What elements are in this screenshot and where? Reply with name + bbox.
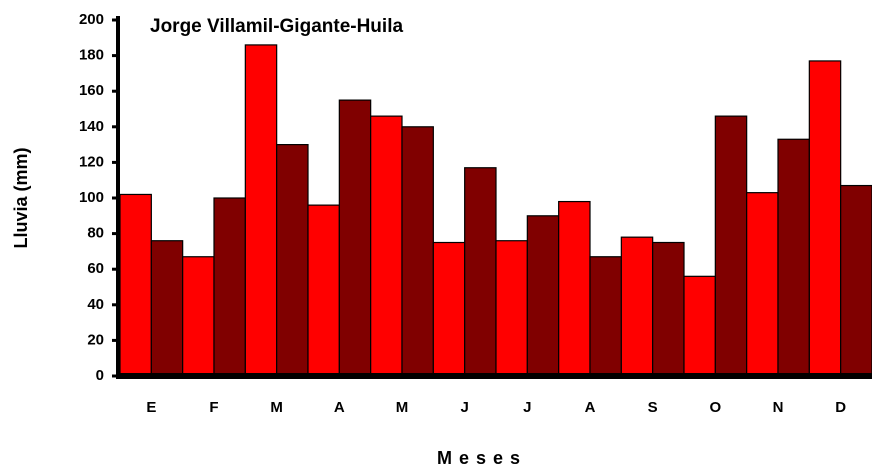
bar	[558, 200, 591, 377]
bar	[620, 236, 654, 377]
y-tick-label: 80	[87, 225, 104, 242]
x-tick-label: J	[523, 399, 531, 416]
y-tick-label: 160	[79, 82, 104, 99]
y-tick-label: 20	[87, 331, 104, 348]
x-tick-label: O	[709, 399, 721, 416]
y-tick-label: 40	[87, 296, 104, 313]
bar	[119, 193, 152, 377]
bar	[746, 192, 779, 377]
bar	[213, 197, 246, 377]
chart-title: Jorge Villamil-Gigante-Huila	[150, 16, 403, 37]
bar	[589, 256, 622, 377]
bar	[777, 138, 810, 377]
x-tick-label: A	[585, 399, 596, 416]
y-tick-label: 120	[79, 153, 104, 170]
x-tick-label: J	[460, 399, 468, 416]
bar	[150, 240, 184, 377]
y-tick-label: 0	[96, 367, 104, 384]
x-axis-label: Meses	[437, 448, 527, 468]
bar	[652, 241, 685, 377]
bar	[182, 256, 215, 377]
y-tick-label: 140	[79, 118, 104, 135]
y-axis-label: Lluvia (mm)	[11, 147, 31, 248]
x-tick-label: D	[835, 399, 846, 416]
bar	[370, 115, 403, 377]
bar	[432, 241, 466, 377]
y-tick-label: 180	[79, 47, 104, 64]
x-tick-label: E	[146, 399, 156, 416]
y-tick-label: 100	[79, 189, 104, 206]
x-tick-label: M	[270, 399, 283, 416]
bar	[714, 115, 748, 377]
bar	[683, 275, 716, 377]
y-tick-label: 200	[79, 11, 104, 28]
bar	[276, 144, 309, 377]
x-tick-label: S	[648, 399, 658, 416]
bar	[401, 126, 434, 377]
bar	[840, 184, 872, 377]
bar	[244, 44, 278, 377]
x-tick-label: M	[396, 399, 409, 416]
bar	[808, 60, 842, 377]
x-tick-label: A	[334, 399, 345, 416]
y-tick-label: 60	[87, 260, 104, 277]
bar	[495, 240, 528, 377]
bar	[526, 215, 560, 377]
bar	[338, 99, 372, 377]
x-tick-label: N	[773, 399, 784, 416]
x-tick-label: F	[209, 399, 218, 416]
bar	[464, 167, 497, 377]
bar	[307, 204, 340, 377]
